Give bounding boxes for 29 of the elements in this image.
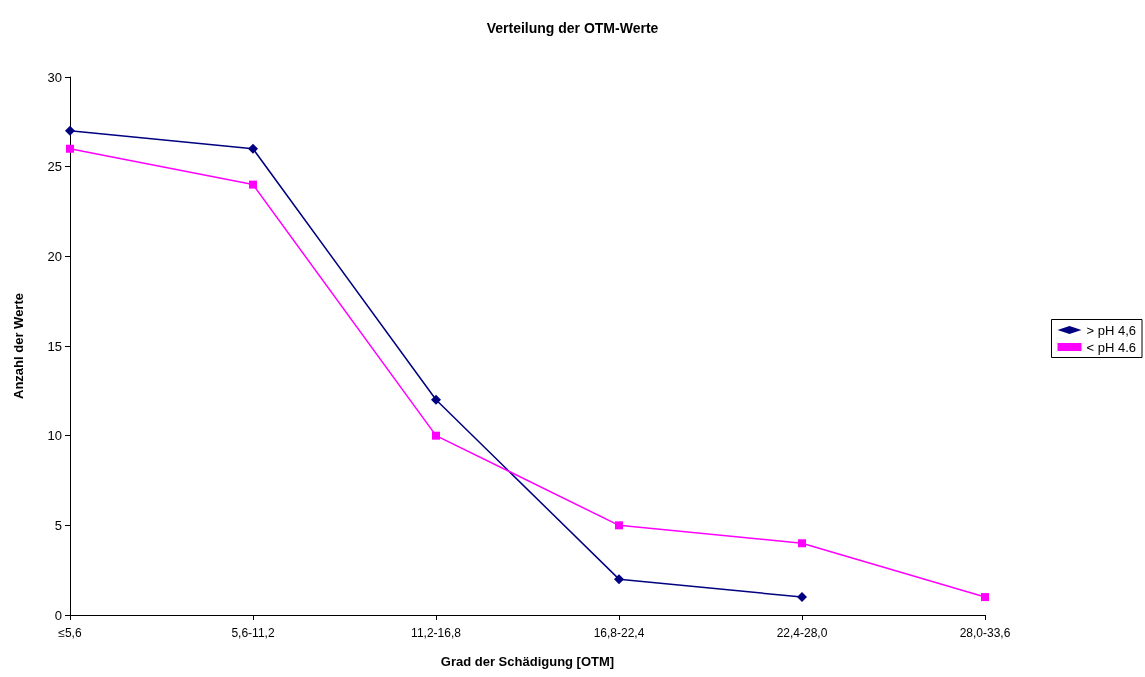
y-tick-label: 30 [47,69,62,85]
y-tick-label: 10 [47,428,62,444]
point [65,125,75,136]
point [798,539,806,548]
x-tick-label: 11,2-16,8 [411,626,462,640]
point [248,143,258,154]
y-tick-label: 15 [47,338,62,354]
x-axis-title: Grad der Schädigung [OTM] [440,654,615,669]
point [431,394,441,405]
point [797,592,807,603]
y-axis-title: Anzahl der Werte [11,293,26,399]
point [981,593,989,602]
legend-label: < pH 4.6 [1086,339,1137,355]
point [614,574,624,585]
x-tick-label: 5,6-11,2 [231,626,275,640]
point [66,144,74,153]
point [432,431,440,440]
y-tick-label: 0 [54,607,62,623]
x-tick-label: ≤5,6 [58,626,82,640]
x-tick-label: 28,0-33,6 [959,626,1011,640]
x-tick-label: 22,4-28,0 [776,626,828,640]
point [249,180,257,189]
y-tick-label: 20 [47,248,62,264]
y-tick-label: 5 [54,517,62,533]
point [615,521,623,530]
x-tick-label: 16,8-22,4 [593,626,645,640]
legend-label: > pH 4,6 [1086,322,1137,338]
y-tick-label: 25 [47,159,62,175]
chart-title: Verteilung der OTM-Werte [486,20,659,36]
